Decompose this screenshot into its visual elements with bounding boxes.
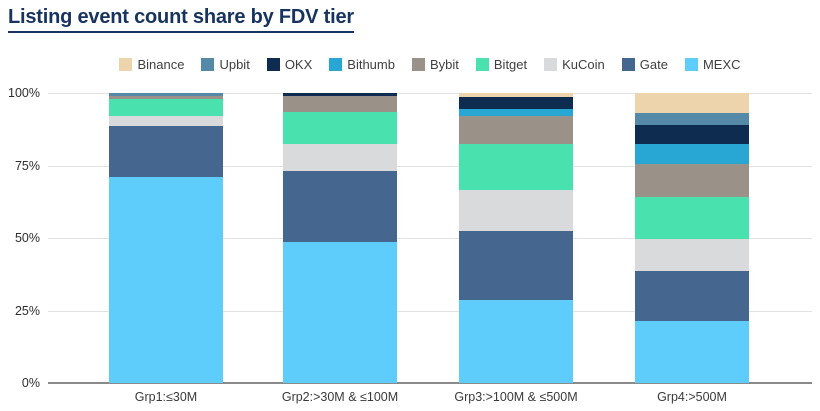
- bar-segment-kucoin: [109, 116, 223, 127]
- x-axis-category-label: Grp1:≤30M: [134, 390, 198, 404]
- bar-segment-mexc: [109, 177, 223, 383]
- legend-item-mexc: MEXC: [684, 57, 741, 72]
- y-axis-tick-label: 100%: [8, 86, 40, 100]
- bar-segment-bybit: [459, 116, 573, 144]
- y-axis-tick-label: 0%: [21, 376, 40, 390]
- bar-segment-bitget: [459, 143, 573, 191]
- bar-segment-bitget: [109, 98, 223, 117]
- bar-segment-gate: [109, 126, 223, 178]
- legend-swatch-gate: [621, 58, 635, 71]
- bar-segment-okx: [283, 93, 397, 96]
- legend-item-okx: OKX: [266, 57, 313, 72]
- bar-segment-kucoin: [459, 190, 573, 231]
- bar-segment-bybit: [109, 95, 223, 99]
- legend-item-gate: Gate: [621, 57, 668, 72]
- legend-swatch-kucoin: [544, 58, 558, 71]
- bar-segment-mexc: [459, 300, 573, 383]
- legend-item-upbit: Upbit: [201, 57, 250, 72]
- y-axis-tick-label: 25%: [14, 303, 40, 318]
- legend-swatch-binance: [119, 58, 133, 71]
- bar-segment-bybit: [635, 164, 749, 198]
- legend-item-binance: Binance: [119, 57, 184, 72]
- bar-segment-bithumb: [459, 108, 573, 117]
- legend-swatch-okx: [266, 58, 280, 71]
- legend-swatch-bithumb: [329, 58, 343, 71]
- stacked-bar-1: [109, 93, 223, 383]
- legend-item-bitget: Bitget: [475, 57, 528, 72]
- gridline-25: [48, 310, 812, 312]
- bar-segment-upbit: [635, 113, 749, 125]
- legend-swatch-bybit: [411, 58, 425, 71]
- bar-segment-bithumb: [635, 143, 749, 165]
- legend-label: Bithumb: [347, 57, 395, 72]
- x-axis-category-label: Grp2:>30M & ≤100M: [281, 390, 399, 404]
- legend-swatch-bitget: [475, 58, 489, 71]
- bar-segment-binance: [459, 93, 573, 98]
- y-axis-tick-label: 50%: [14, 231, 40, 245]
- bar-segment-okx: [635, 124, 749, 144]
- stacked-bar-4: [635, 93, 749, 383]
- x-axis-line: [48, 382, 812, 384]
- legend-label: OKX: [284, 57, 313, 72]
- gridline-100: [48, 93, 812, 94]
- legend-label: Binance: [137, 57, 185, 72]
- stacked-bar-3: [459, 93, 573, 383]
- chart-title: Listing event count share by FDV tier: [8, 6, 354, 33]
- legend-item-bithumb: Bithumb: [329, 57, 395, 72]
- legend-label: Bitget: [493, 57, 528, 72]
- bar-segment-mexc: [635, 320, 749, 383]
- legend-label: KuCoin: [562, 57, 605, 72]
- bar-segment-upbit: [109, 93, 223, 96]
- legend-label: Gate: [639, 57, 668, 72]
- chart-legend: Binance Upbit OKX Bithumb Bybit Bitget KuCoin G…: [48, 57, 812, 72]
- stacked-bar-2: [283, 93, 397, 383]
- plot-area: 100% 75% 50% 25% 0% Grp1:≤30M Grp2:>30M & ≤100…: [8, 86, 812, 404]
- bar-segment-binance: [635, 93, 749, 114]
- bar-segment-bybit: [283, 95, 397, 112]
- x-axis-category-label: Grp4:>500M: [657, 390, 727, 404]
- bar-segment-mexc: [283, 242, 397, 383]
- gridline-75: [48, 165, 812, 167]
- x-axis-category-label: Grp3:>100M & ≤500M: [454, 390, 578, 404]
- bar-segment-bitget: [635, 197, 749, 240]
- legend-swatch-upbit: [201, 58, 215, 71]
- bar-segment-bitget: [283, 111, 397, 144]
- legend-label: Upbit: [219, 57, 250, 72]
- legend-swatch-mexc: [684, 58, 698, 71]
- legend-label: Bybit: [429, 57, 459, 72]
- legend-item-kucoin: KuCoin: [544, 57, 605, 72]
- gridline-50: [48, 238, 812, 239]
- bar-segment-gate: [635, 271, 749, 321]
- bar-segment-gate: [283, 171, 397, 243]
- y-axis-tick-label: 75%: [14, 158, 40, 173]
- legend-label: MEXC: [702, 57, 741, 72]
- bar-segment-kucoin: [635, 239, 749, 272]
- bar-segment-kucoin: [283, 143, 397, 172]
- bar-segment-gate: [459, 230, 573, 301]
- legend-item-bybit: Bybit: [411, 57, 459, 72]
- bar-segment-okx: [459, 97, 573, 109]
